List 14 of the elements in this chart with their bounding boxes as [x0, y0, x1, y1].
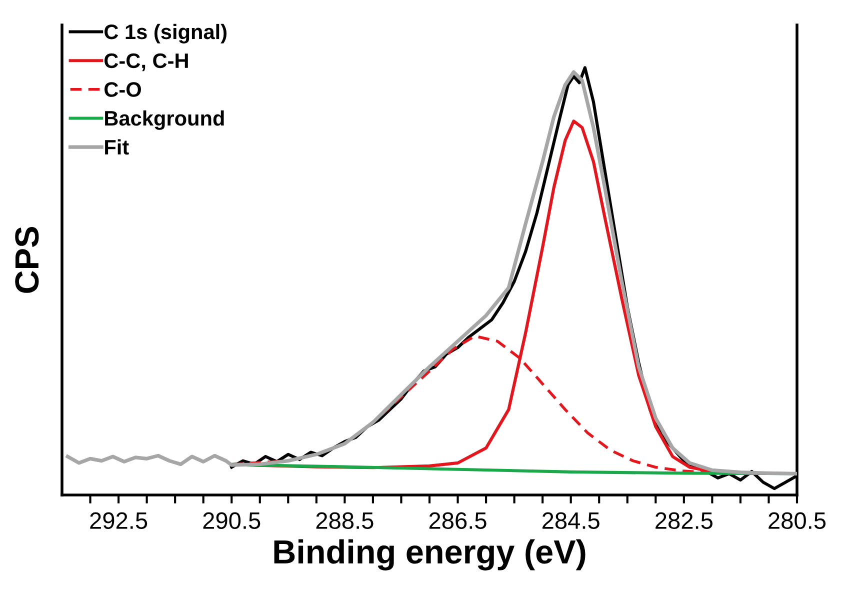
legend-label: C-C, C-H	[104, 53, 188, 72]
x-tick-label: 284.5	[542, 512, 600, 530]
x-tick-label: 288.5	[316, 512, 374, 530]
x-tick-label: 292.5	[90, 512, 148, 530]
legend-label: C-O	[104, 82, 141, 97]
legend-label: Background	[105, 110, 224, 130]
x-tick-label: 280.5	[768, 512, 826, 530]
y-axis-title: CPS	[15, 227, 39, 293]
x-tick-label: 290.5	[203, 512, 260, 530]
legend-label: Fit	[105, 139, 129, 155]
x-tick-label: 286.5	[429, 512, 486, 530]
legend-label: C 1s (signal)	[104, 24, 226, 44]
x-tick-label: 282.5	[656, 512, 712, 530]
x-axis-title: Binding energy (eV)	[274, 539, 586, 570]
